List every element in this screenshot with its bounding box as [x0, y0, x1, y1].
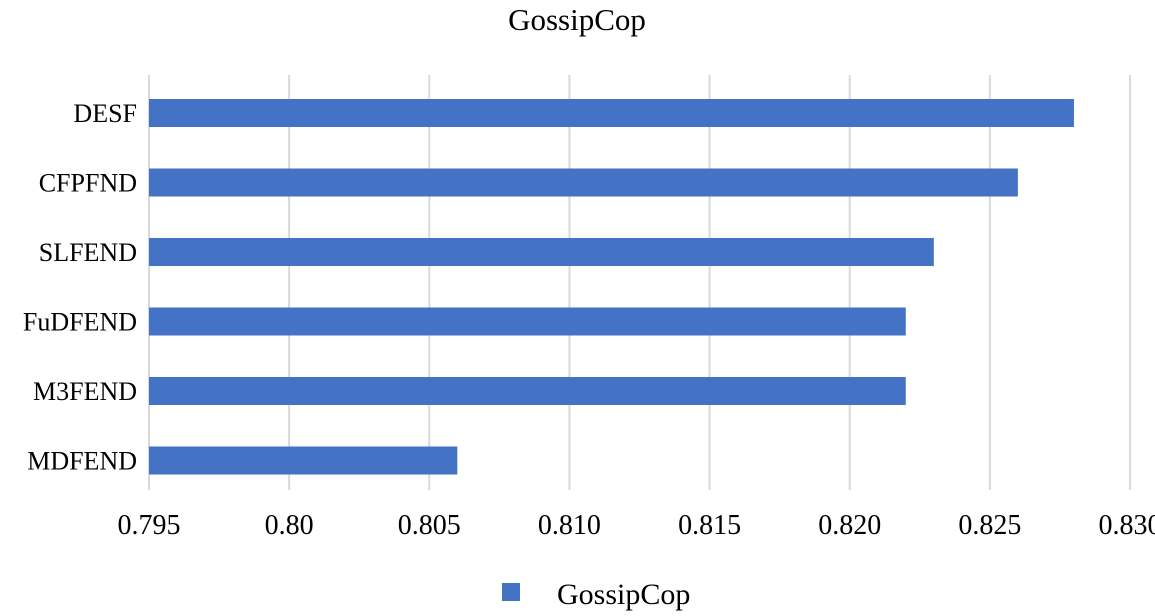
category-label-fudfend: FuDFEND — [23, 308, 137, 337]
x-tick-label: 0.820 — [818, 510, 881, 541]
category-label-desf: DESF — [73, 99, 137, 128]
x-tick-label: 0.825 — [958, 510, 1021, 541]
x-tick-label: 0.805 — [398, 510, 461, 541]
bar-m3fend — [149, 377, 906, 405]
bar-mdfend — [149, 446, 458, 475]
legend: GossipCop — [502, 578, 690, 611]
legend-label-gossipcop: GossipCop — [557, 578, 690, 611]
gridlines — [148, 75, 1131, 490]
x-tick-label: 0.815 — [678, 510, 741, 541]
x-tick-label: 0.830 — [1099, 510, 1155, 541]
x-tick-label: 0.810 — [538, 510, 601, 541]
bars — [149, 99, 1074, 475]
x-axis-tick-labels: 0.795 0.80 0.805 0.810 0.815 0.820 0.825 0.830 — [118, 510, 1155, 541]
chart-title: GossipCop — [508, 2, 646, 37]
category-label-cfpfnd: CFPFND — [39, 169, 137, 198]
category-labels: DESF CFPFND SLFEND FuDFEND M3FEND MDFEND — [23, 99, 137, 476]
legend-swatch — [502, 583, 520, 601]
bar-desf — [149, 99, 1074, 127]
x-tick-label: 0.795 — [118, 510, 181, 541]
category-label-m3fend: M3FEND — [33, 377, 137, 406]
bar-cfpfnd — [149, 168, 1018, 197]
bar-fudfend — [149, 307, 906, 336]
category-label-mdfend: MDFEND — [27, 447, 137, 476]
x-tick-label: 0.80 — [265, 510, 314, 541]
category-label-slfend: SLFEND — [39, 238, 137, 267]
bar-slfend — [149, 238, 934, 266]
